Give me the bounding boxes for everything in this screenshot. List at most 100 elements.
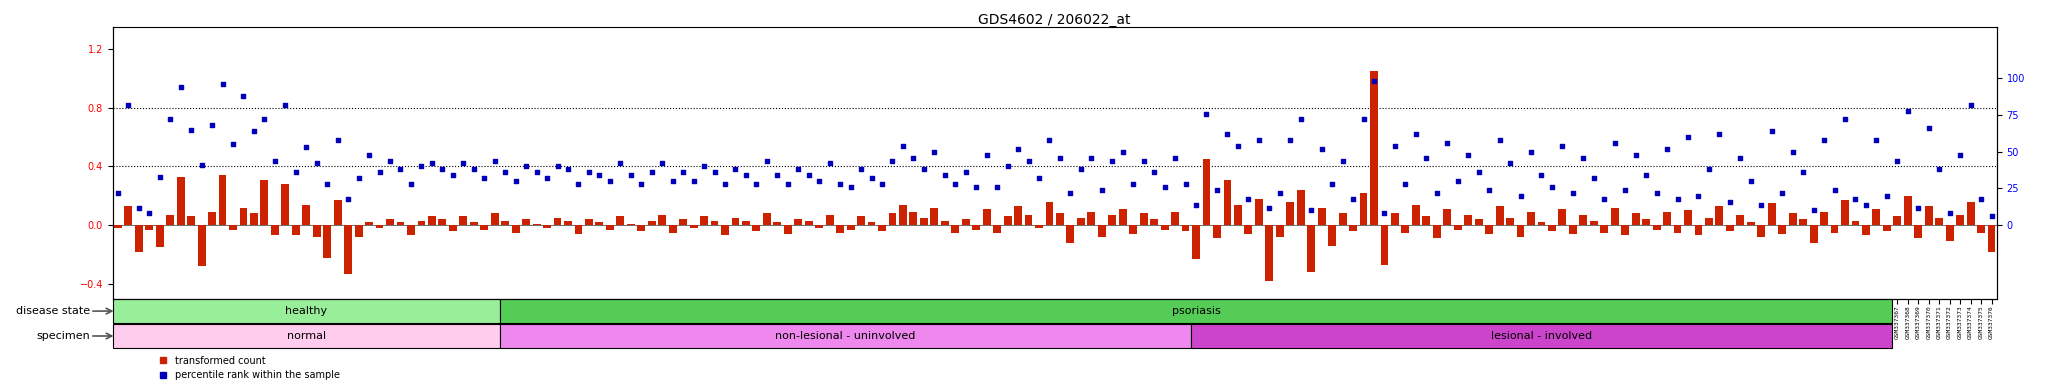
Text: healthy: healthy	[285, 306, 328, 316]
Point	[1305, 146, 1337, 152]
Point	[887, 143, 920, 149]
Bar	[481, 225, 487, 230]
Bar	[1370, 71, 1378, 225]
Bar	[1505, 218, 1513, 225]
Point	[436, 172, 469, 178]
Bar	[1872, 209, 1880, 225]
Bar	[815, 225, 823, 228]
Point	[1284, 116, 1317, 122]
Bar	[1151, 219, 1157, 225]
Bar	[1047, 202, 1053, 225]
Bar	[1057, 214, 1063, 225]
Point	[1139, 169, 1171, 175]
Point	[1358, 78, 1391, 84]
Bar	[115, 225, 121, 228]
Point	[1681, 193, 1714, 199]
Point	[1546, 143, 1579, 149]
Legend: transformed count, percentile rank within the sample: transformed count, percentile rank withi…	[156, 352, 344, 384]
Point	[1085, 187, 1118, 193]
Point	[268, 102, 301, 108]
Point	[1724, 154, 1757, 161]
Point	[907, 166, 940, 172]
Bar	[449, 225, 457, 231]
Point	[1452, 152, 1485, 158]
Point	[1348, 116, 1380, 122]
Point	[1149, 184, 1182, 190]
Point	[489, 169, 522, 175]
Bar	[303, 205, 309, 225]
Point	[1389, 181, 1421, 187]
Bar	[920, 218, 928, 225]
Point	[217, 141, 250, 147]
Text: non-lesional - uninvolved: non-lesional - uninvolved	[776, 331, 915, 341]
Bar	[1841, 200, 1849, 225]
Bar	[334, 200, 342, 225]
Text: specimen: specimen	[37, 331, 90, 341]
Bar	[1737, 215, 1745, 225]
Point	[1954, 102, 1987, 108]
Point	[279, 169, 311, 175]
Point	[1473, 187, 1505, 193]
Point	[950, 169, 983, 175]
Bar	[1245, 225, 1251, 234]
Bar	[680, 219, 686, 225]
Bar	[1485, 225, 1493, 234]
Bar	[805, 221, 813, 225]
Point	[625, 181, 657, 187]
Bar	[1673, 225, 1681, 233]
Point	[1923, 166, 1956, 172]
Point	[1409, 154, 1442, 161]
Point	[1116, 181, 1149, 187]
Point	[719, 166, 752, 172]
Bar	[1589, 221, 1597, 225]
Bar	[1925, 206, 1933, 225]
Point	[1001, 146, 1034, 152]
Point	[1169, 181, 1202, 187]
Bar	[952, 225, 958, 233]
Point	[1190, 111, 1223, 117]
Point	[750, 157, 782, 164]
Bar	[731, 218, 739, 225]
Bar	[1622, 225, 1628, 235]
Bar	[836, 225, 844, 233]
Bar	[1683, 210, 1692, 225]
Point	[1610, 187, 1642, 193]
Point	[1264, 190, 1296, 196]
Bar	[1014, 206, 1022, 225]
Point	[1829, 116, 1862, 122]
Point	[301, 161, 334, 167]
Point	[1860, 137, 1892, 143]
Bar	[492, 214, 498, 225]
Point	[1597, 140, 1630, 146]
Point	[1798, 207, 1831, 214]
Bar	[606, 225, 614, 230]
Point	[897, 154, 930, 161]
Bar	[1788, 214, 1796, 225]
Point	[426, 166, 459, 172]
Point	[510, 163, 543, 169]
Bar	[522, 219, 530, 225]
Bar	[1767, 203, 1776, 225]
Bar	[1747, 222, 1755, 225]
Bar	[563, 221, 571, 225]
Bar	[1034, 225, 1042, 228]
Bar	[858, 216, 864, 225]
Point	[1536, 184, 1569, 190]
Point	[1913, 125, 1946, 131]
Point	[971, 152, 1004, 158]
Point	[1368, 210, 1401, 217]
Point	[154, 116, 186, 122]
Bar	[764, 214, 770, 225]
Bar	[469, 222, 477, 225]
Point	[678, 178, 711, 184]
Point	[1233, 196, 1266, 202]
Bar	[324, 225, 332, 258]
Point	[1493, 161, 1526, 167]
Point	[207, 81, 240, 87]
Point	[729, 172, 762, 178]
Bar	[1559, 209, 1567, 225]
Bar	[459, 216, 467, 225]
Point	[1692, 166, 1724, 172]
Bar	[752, 225, 760, 231]
Bar	[1538, 222, 1546, 225]
